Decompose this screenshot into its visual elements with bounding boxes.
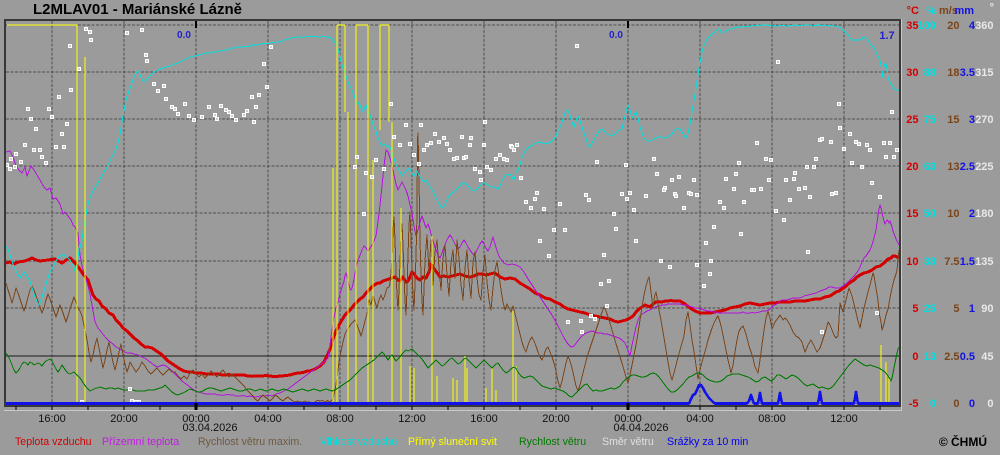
svg-text:16:00: 16:00 <box>38 413 66 425</box>
svg-text:4: 4 <box>969 20 976 32</box>
svg-text:12:00: 12:00 <box>830 413 858 425</box>
svg-text:20:00: 20:00 <box>542 413 570 425</box>
svg-text:15: 15 <box>947 114 959 126</box>
svg-text:1: 1 <box>969 303 975 315</box>
svg-text:7.5: 7.5 <box>944 256 959 268</box>
svg-text:45: 45 <box>981 351 993 363</box>
svg-text:L2MLAV01 - Mariánské Lázně: L2MLAV01 - Mariánské Lázně <box>33 1 242 18</box>
svg-text:3.5: 3.5 <box>960 67 975 79</box>
svg-text:Směr větru: Směr větru <box>602 436 654 448</box>
svg-text:°C: °C <box>907 5 919 17</box>
svg-text:13: 13 <box>924 351 936 363</box>
svg-text:13: 13 <box>947 161 959 173</box>
svg-text:0: 0 <box>969 398 975 410</box>
svg-text:mm: mm <box>954 5 974 17</box>
svg-text:0: 0 <box>987 398 993 410</box>
svg-text:Přímý sluneční svit: Přímý sluneční svit <box>408 436 497 448</box>
svg-text:08:00: 08:00 <box>758 413 786 425</box>
svg-text:38: 38 <box>924 256 936 268</box>
svg-text:Přízemní teplota: Přízemní teplota <box>102 436 179 448</box>
svg-text:225: 225 <box>975 161 993 173</box>
svg-text:315: 315 <box>975 67 993 79</box>
svg-text:0: 0 <box>930 398 936 410</box>
svg-text:20: 20 <box>906 161 918 173</box>
svg-text:5: 5 <box>912 303 918 315</box>
svg-text:25: 25 <box>906 114 918 126</box>
svg-text:270: 270 <box>975 114 993 126</box>
svg-text:m/s: m/s <box>939 5 958 17</box>
svg-text:30: 30 <box>906 67 918 79</box>
svg-text:15: 15 <box>906 208 918 220</box>
svg-text:08:00: 08:00 <box>326 413 354 425</box>
svg-text:Vlhkost vzduchu: Vlhkost vzduchu <box>320 436 397 448</box>
svg-text:00:00: 00:00 <box>182 413 210 425</box>
svg-text:63: 63 <box>924 161 936 173</box>
svg-text:12:00: 12:00 <box>398 413 426 425</box>
svg-text:20: 20 <box>947 20 959 32</box>
svg-text:75: 75 <box>924 114 936 126</box>
svg-text:© ČHMÚ: © ČHMÚ <box>939 434 987 449</box>
svg-text:35: 35 <box>906 20 918 32</box>
svg-text:135: 135 <box>975 256 993 268</box>
svg-text:16:00: 16:00 <box>470 413 498 425</box>
svg-text:2.5: 2.5 <box>944 351 959 363</box>
svg-text:0: 0 <box>912 351 918 363</box>
svg-text:04:00: 04:00 <box>686 413 714 425</box>
svg-text:360: 360 <box>975 20 993 32</box>
svg-text:0.5: 0.5 <box>960 351 975 363</box>
svg-text:04.04.2026: 04.04.2026 <box>613 422 668 434</box>
svg-text:25: 25 <box>924 303 936 315</box>
svg-text:10: 10 <box>947 208 959 220</box>
svg-text:0.0: 0.0 <box>177 30 191 41</box>
svg-text:0: 0 <box>953 398 959 410</box>
svg-text:03.04.2026: 03.04.2026 <box>182 422 237 434</box>
svg-text:0.0: 0.0 <box>609 30 623 41</box>
svg-text:04:00: 04:00 <box>254 413 282 425</box>
svg-text:18: 18 <box>947 67 959 79</box>
svg-text:2: 2 <box>969 208 975 220</box>
svg-text:180: 180 <box>975 208 993 220</box>
svg-text:10: 10 <box>906 256 918 268</box>
svg-text:88: 88 <box>924 67 936 79</box>
svg-text:00:00: 00:00 <box>614 413 642 425</box>
svg-text:Srážky za 10 min: Srážky za 10 min <box>667 436 748 448</box>
svg-text:1.5: 1.5 <box>960 256 975 268</box>
svg-text:2.5: 2.5 <box>960 161 975 173</box>
svg-text:-5: -5 <box>909 398 919 410</box>
svg-text:Teplota vzduchu: Teplota vzduchu <box>15 436 92 448</box>
svg-text:50: 50 <box>924 208 936 220</box>
svg-text:90: 90 <box>981 303 993 315</box>
svg-text:%: % <box>926 5 936 17</box>
svg-text:°: ° <box>990 2 994 14</box>
svg-text:Rychlost větru maxim.: Rychlost větru maxim. <box>198 436 302 448</box>
svg-text:5: 5 <box>953 303 959 315</box>
svg-text:Rychlost větru: Rychlost větru <box>519 436 586 448</box>
svg-text:20:00: 20:00 <box>110 413 138 425</box>
svg-text:100: 100 <box>918 20 936 32</box>
svg-text:3: 3 <box>969 114 975 126</box>
svg-text:1.7: 1.7 <box>879 30 894 42</box>
